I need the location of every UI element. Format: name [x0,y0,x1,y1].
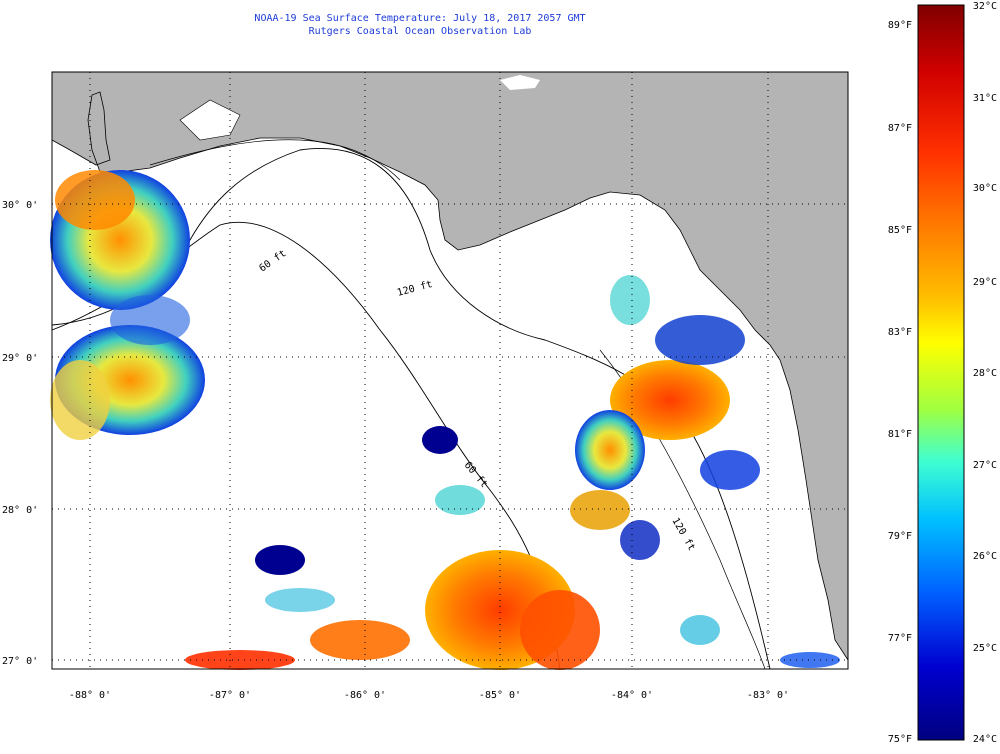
colorbar-f-79: 79°F [888,531,912,542]
lat-label-28: 28° 0' [2,505,38,516]
colorbar-f-83: 83°F [888,327,912,338]
lon-label-86: -86° 0' [344,690,386,701]
colorbar-f-75: 75°F [888,734,912,745]
lon-label-85: -85° 0' [479,690,521,701]
map-title: NOAA-19 Sea Surface Temperature: July 18… [254,13,586,24]
lat-label-29: 29° 0' [2,353,38,364]
lon-label-84: -84° 0' [611,690,653,701]
colorbar-c-24: 24°C [973,734,997,745]
temperature-colorbar: 89°F 87°F 85°F 83°F 81°F 79°F 77°F 75°F … [888,1,997,745]
lon-label-83: -83° 0' [747,690,789,701]
lat-lon-grid [52,72,848,669]
land-mass [51,71,849,662]
sst-data-patches [50,170,840,670]
lon-label-87: -87° 0' [209,690,251,701]
colorbar-f-87: 87°F [888,123,912,134]
colorbar-f-85: 85°F [888,225,912,236]
colorbar-c-30: 30°C [973,183,997,194]
colorbar-c-25: 25°C [973,643,997,654]
colorbar-f-77: 77°F [888,633,912,644]
colorbar-f-81: 81°F [888,429,912,440]
colorbar-f-89: 89°F [888,20,912,31]
colorbar-c-31: 31°C [973,93,997,104]
colorbar-c-26: 26°C [973,551,997,562]
colorbar-c-29: 29°C [973,277,997,288]
lon-label-88: -88° 0' [69,690,111,701]
map-subtitle: Rutgers Coastal Ocean Observation Lab [308,26,532,37]
colorbar-c-32: 32°C [973,1,997,12]
depth-contour-60ft [51,148,771,670]
colorbar-c-28: 28°C [973,368,997,379]
colorbar-c-27: 27°C [973,460,997,471]
lat-label-27: 27° 0' [2,656,38,667]
lat-label-30: 30° 0' [2,200,38,211]
